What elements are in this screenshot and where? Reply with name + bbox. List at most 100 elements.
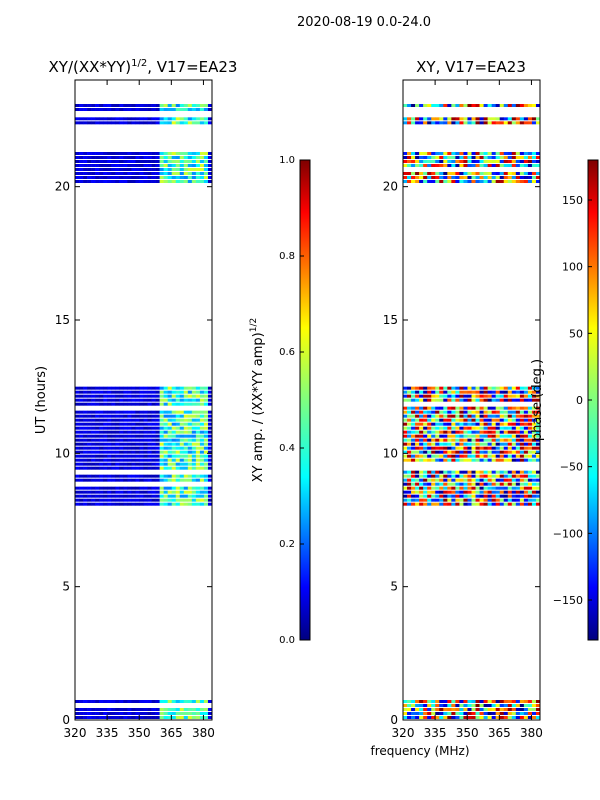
heatmap-cell (523, 704, 529, 707)
heatmap-cell (503, 121, 509, 125)
heatmap-cell (483, 446, 488, 450)
heatmap-cell (483, 430, 488, 434)
heatmap-cell (523, 394, 529, 398)
heatmap-cell (535, 414, 540, 418)
heatmap-cell (527, 486, 533, 490)
heatmap-cell (207, 434, 212, 438)
heatmap-cell (199, 152, 205, 155)
heatmap-cell (455, 700, 460, 703)
heatmap-cell (199, 446, 205, 450)
heatmap-cell (503, 458, 509, 462)
heatmap-cell (175, 494, 181, 498)
heatmap-cell (139, 478, 144, 482)
heatmap-cell (523, 390, 529, 394)
heatmap-cell (527, 438, 533, 442)
heatmap-cell (407, 156, 412, 159)
heatmap-cell (507, 121, 513, 125)
heatmap-cell (83, 466, 88, 470)
heatmap-cell (423, 704, 428, 707)
heatmap-cell (475, 474, 480, 478)
heatmap-cell (99, 490, 104, 494)
heatmap-cell (479, 494, 484, 498)
heatmap-cell (507, 398, 513, 402)
heatmap-cell (455, 164, 460, 167)
heatmap-cell (99, 502, 104, 506)
heatmap-cell (527, 410, 533, 414)
heatmap-cell (203, 486, 209, 490)
colorbar-tick-label: −100 (553, 527, 583, 540)
heatmap-cell (491, 498, 496, 502)
heatmap-cell (499, 164, 505, 167)
heatmap-cell (535, 458, 540, 462)
heatmap-cell (475, 156, 480, 159)
heatmap-cell (519, 394, 525, 398)
heatmap-cell (479, 414, 484, 418)
heatmap-cell (475, 470, 480, 474)
heatmap-cell (499, 406, 505, 410)
heatmap-cell (415, 394, 420, 398)
heatmap-cell (131, 458, 136, 462)
heatmap-cell (87, 498, 92, 502)
heatmap-cell (443, 156, 448, 159)
heatmap-cell (507, 430, 513, 434)
heatmap-cell (91, 398, 96, 402)
heatmap-cell (83, 422, 88, 426)
heatmap-cell (103, 494, 108, 498)
heatmap-cell (479, 442, 484, 446)
heatmap-cell (415, 164, 420, 167)
heatmap-cell (403, 430, 408, 434)
heatmap-cell (87, 152, 92, 155)
heatmap-cell (435, 502, 440, 506)
heatmap-cell (75, 486, 80, 490)
heatmap-cell (111, 474, 116, 478)
heatmap-cell (471, 406, 476, 410)
heatmap-cell (427, 426, 432, 430)
heatmap-cell (199, 716, 205, 719)
heatmap-cell (103, 160, 108, 163)
heatmap-cell (143, 418, 148, 422)
heatmap-cell (107, 474, 112, 478)
heatmap-cell (107, 712, 112, 715)
heatmap-cell (171, 410, 177, 414)
heatmap-cell (419, 704, 424, 707)
heatmap-cell (111, 494, 116, 498)
heatmap-cell (87, 430, 92, 434)
heatmap-cell (127, 402, 132, 406)
heatmap-cell (159, 486, 164, 490)
heatmap-cell (527, 708, 533, 711)
heatmap-cell (431, 712, 436, 715)
heatmap-cell (175, 402, 181, 406)
heatmap-cell (455, 712, 460, 715)
heatmap-cell (183, 152, 189, 155)
heatmap-cell (203, 121, 209, 125)
heatmap-cell (127, 180, 132, 183)
heatmap-cell (143, 494, 148, 498)
heatmap-cell (111, 442, 116, 446)
heatmap-cell (111, 410, 116, 414)
heatmap-cell (503, 410, 509, 414)
heatmap-cell (479, 121, 484, 125)
heatmap-cell (535, 712, 540, 715)
heatmap-cell (203, 700, 209, 703)
heatmap-cell (507, 117, 513, 121)
heatmap-cell (107, 180, 112, 183)
heatmap-cell (187, 176, 193, 179)
heatmap-cell (523, 160, 529, 163)
heatmap-cell (451, 716, 456, 719)
heatmap-cell (83, 108, 88, 111)
heatmap-cell (511, 474, 517, 478)
heatmap-cell (111, 422, 116, 426)
heatmap-cell (131, 398, 136, 402)
heatmap-cell (135, 160, 140, 163)
heatmap-cell (499, 398, 505, 402)
heatmap-cell (151, 156, 156, 159)
heatmap-cell (443, 454, 448, 458)
heatmap-cell (431, 414, 436, 418)
heatmap-cell (131, 104, 136, 107)
heatmap-cell (427, 430, 432, 434)
heatmap-cell (495, 152, 501, 155)
heatmap-cell (439, 470, 444, 474)
heatmap-cell (147, 156, 152, 159)
heatmap-cell (183, 708, 189, 711)
heatmap-cell (103, 152, 108, 155)
